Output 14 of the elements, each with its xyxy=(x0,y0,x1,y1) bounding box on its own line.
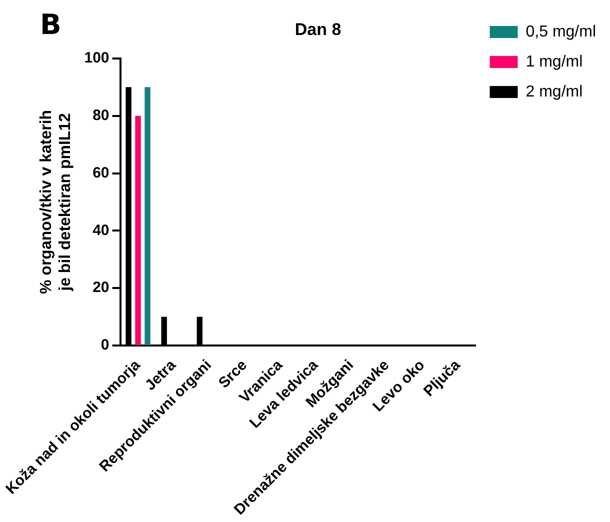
bar xyxy=(144,87,150,346)
legend-label: 2 mg/ml xyxy=(526,83,583,100)
legend-label: 0,5 mg/ml xyxy=(526,23,596,40)
text: B xyxy=(40,8,62,41)
y-tick-label: 20 xyxy=(92,279,110,296)
legend-label: 1 mg/ml xyxy=(526,53,583,70)
y-tick-label: 80 xyxy=(92,106,110,124)
bar xyxy=(135,116,141,346)
y-tick-label: 40 xyxy=(92,222,110,239)
y-tick-label: 100 xyxy=(84,50,110,67)
y-axis-title: % organov/tkiv v katerih je bil detektiran pmIL12 xyxy=(38,110,74,294)
y-tick-label: 0 xyxy=(100,336,110,354)
y-tick-label: 60 xyxy=(92,164,110,182)
chart-title: Dan 8 xyxy=(294,20,342,39)
